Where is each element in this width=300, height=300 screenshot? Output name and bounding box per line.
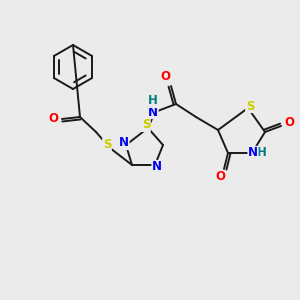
Text: N: N [148,106,158,118]
Text: N: N [119,136,129,149]
Text: O: O [48,112,58,125]
Text: N: N [248,146,258,160]
Text: O: O [215,170,225,184]
Text: H: H [257,146,267,160]
Text: S: S [246,100,254,112]
Text: S: S [103,139,111,152]
Text: O: O [284,116,294,128]
Text: H: H [148,94,158,107]
Text: S: S [142,118,150,131]
Text: O: O [160,70,170,83]
Text: N: N [152,160,162,173]
